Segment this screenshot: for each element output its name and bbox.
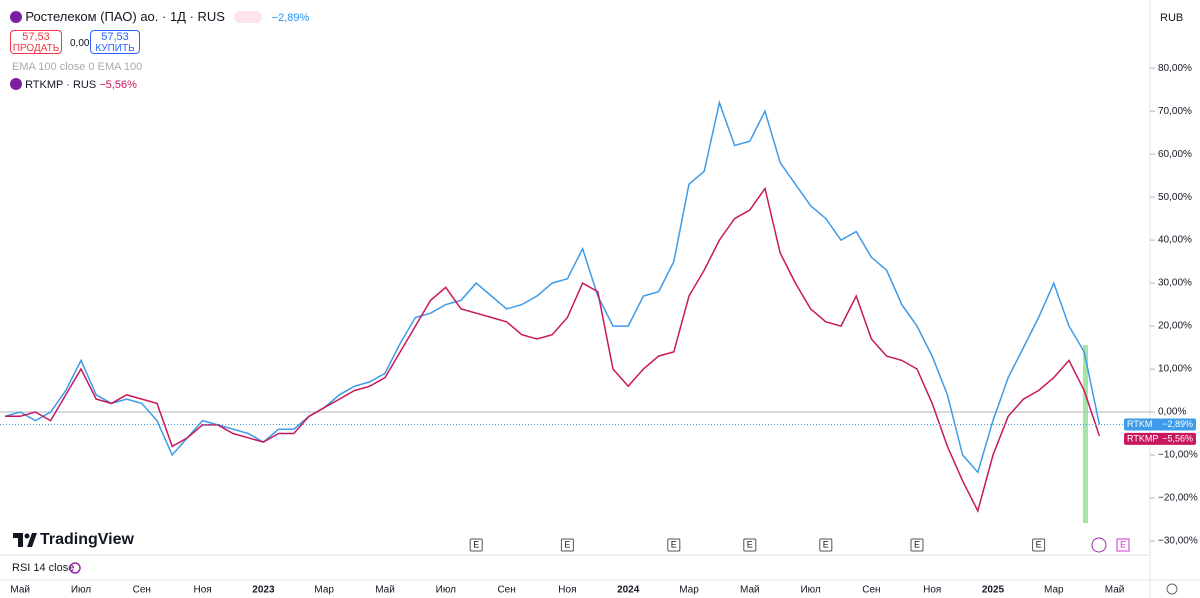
symbol-header: Ростелеком (ПАО) ао. · 1Д · RUS −2,89%: [10, 9, 309, 24]
buy-button[interactable]: 57,53 КУПИТЬ: [90, 30, 140, 54]
x-tick-label: Май: [375, 585, 395, 596]
x-tick-label: Ноя: [558, 585, 576, 596]
earnings-marker[interactable]: [1116, 538, 1130, 552]
x-tick-label: Сен: [862, 585, 880, 596]
y-tick-label: 0,00%: [1158, 407, 1186, 418]
value-tag: [1124, 432, 1196, 445]
x-tick-label: Мар: [314, 585, 334, 596]
y-tick-label: 60,00%: [1158, 149, 1192, 160]
y-tick-label: 70,00%: [1158, 106, 1192, 117]
earnings-label: E: [1120, 539, 1126, 549]
compare-header: RTKMP · RUS −5,56%: [10, 78, 137, 91]
spread: 0,00: [70, 38, 90, 49]
sell-price: 57,53: [22, 31, 50, 43]
y-tick-label: −30,00%: [1158, 536, 1198, 547]
x-tick-label: 2025: [982, 585, 1005, 596]
earnings-label: E: [564, 539, 570, 549]
earnings-label: E: [1036, 539, 1042, 549]
tradingview-logo: TradingView: [13, 531, 135, 548]
x-tick-label: Май: [740, 585, 760, 596]
buy-price: 57,53: [101, 31, 129, 43]
compare-icon: [10, 78, 22, 90]
earnings-label: E: [823, 539, 829, 549]
rsi-label: RSI 14 close: [12, 562, 74, 574]
y-tick-label: −20,00%: [1158, 493, 1198, 504]
y-tick-label: 50,00%: [1158, 192, 1192, 203]
x-tick-label: Июл: [800, 585, 820, 596]
status-pill[interactable]: [234, 11, 263, 23]
x-tick-label: Сен: [133, 585, 151, 596]
settings-icon[interactable]: [1166, 583, 1178, 595]
value-tag-name: RTKM: [1127, 419, 1152, 429]
x-tick-label: Июл: [71, 585, 91, 596]
compare-title[interactable]: RTKMP · RUS: [25, 79, 97, 91]
x-tick-label: Ноя: [923, 585, 941, 596]
earnings-marker: [910, 538, 924, 552]
y-tick-label: 30,00%: [1158, 278, 1192, 289]
y-tick-label: 20,00%: [1158, 321, 1192, 332]
symbol-icon: [10, 11, 22, 23]
value-tag: [1124, 418, 1196, 431]
compare-change: −5,56%: [99, 79, 137, 91]
earnings-label: E: [473, 539, 479, 549]
sell-button[interactable]: 57,53 ПРОДАТЬ: [10, 30, 62, 54]
brand: TradingView: [40, 531, 135, 548]
x-tick-label: Май: [10, 585, 30, 596]
earnings-marker: [560, 538, 574, 552]
x-tick-label: 2023: [252, 585, 275, 596]
x-tick-label: Ноя: [193, 585, 211, 596]
earnings-label: E: [914, 539, 920, 549]
earnings-marker: [819, 538, 833, 552]
y-tick-label: 40,00%: [1158, 235, 1192, 246]
buy-label: КУПИТЬ: [95, 43, 135, 54]
x-tick-label: Мар: [1044, 585, 1064, 596]
x-tick-label: Июл: [436, 585, 456, 596]
earnings-marker: [667, 538, 681, 552]
y-tick-label: 80,00%: [1158, 63, 1192, 74]
series-line: [5, 186, 1101, 513]
sell-label: ПРОДАТЬ: [12, 43, 60, 54]
x-tick-label: Мар: [679, 585, 699, 596]
earnings-marker: [743, 538, 757, 552]
value-tag-label: −2,89%: [1162, 419, 1193, 429]
earnings-marker: [469, 538, 483, 552]
value-tag-name: RTKMP: [1127, 433, 1158, 443]
series-line: [4, 99, 1101, 474]
earnings-label: E: [671, 539, 677, 549]
symbol-change: −2,89%: [271, 12, 310, 24]
indicator-label[interactable]: EMA 100 close 0 EMA 100: [12, 61, 143, 73]
x-tick-label: Сен: [497, 585, 515, 596]
currency[interactable]: RUB: [1160, 12, 1183, 24]
rsi-icon[interactable]: [69, 562, 81, 574]
symbol-title[interactable]: Ростелеком (ПАО) ао. · 1Д · RUS: [25, 9, 225, 24]
x-tick-label: Май: [1105, 585, 1125, 596]
y-tick-label: 10,00%: [1158, 364, 1192, 375]
flash-icon[interactable]: [1091, 537, 1107, 553]
y-tick-label: −10,00%: [1158, 450, 1198, 461]
x-tick-label: 2024: [617, 585, 640, 596]
earnings-marker: [1032, 538, 1046, 552]
value-tag-label: −5,56%: [1162, 433, 1193, 443]
earnings-label: E: [747, 539, 753, 549]
highlight: [1083, 345, 1088, 523]
